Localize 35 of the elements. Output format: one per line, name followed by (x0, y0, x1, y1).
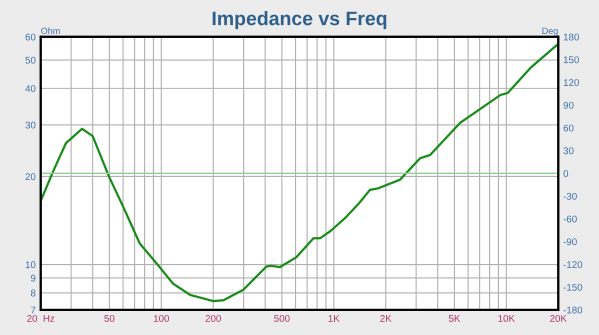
y2-tick-label: -120 (564, 261, 582, 268)
y-tick-label: 8 (30, 290, 36, 297)
y2-tick-label: 180 (564, 34, 579, 40)
y2-tick-label: 30 (564, 147, 574, 154)
x-tick-label: 10K (498, 314, 515, 322)
y-tick-label: 40 (25, 85, 36, 92)
y2-tick-label: 150 (564, 56, 579, 64)
y2-tick-label: -30 (564, 192, 577, 200)
x-tick-label: 100 (154, 314, 170, 322)
chart-title: Impedance vs Freq (212, 11, 386, 30)
x-tick-label: 50 (104, 314, 114, 322)
x-tick-label: 5K (448, 315, 460, 322)
y-tick-label: 9 (30, 274, 36, 282)
y-tick-label: 30 (25, 122, 36, 129)
y2-tick-label: 90 (564, 102, 574, 109)
y2-axis-title: Deg (542, 28, 558, 36)
x-tick-label: 2K (380, 314, 392, 322)
x-tick-label: 20K (550, 314, 567, 322)
y-tick-label: 60 (26, 34, 36, 40)
y2-tick-label: -150 (564, 284, 582, 291)
y2-tick-label: -180 (564, 306, 582, 314)
y2-tick-label: 120 (564, 79, 579, 86)
y-tick-label: 10 (26, 261, 36, 268)
x-tick-label: 500 (274, 314, 290, 322)
y-tick-label: 50 (25, 56, 36, 64)
y2-tick-label: -90 (564, 238, 577, 246)
x-tick-label: 1K (328, 315, 340, 322)
x-tick-label: 200 (206, 314, 221, 322)
y2-tick-label: 60 (564, 124, 574, 132)
x-tick-label: 20 Hz (27, 314, 54, 322)
y2-tick-label: 0 (564, 170, 568, 177)
y2-tick-label: -60 (564, 216, 577, 222)
y-tick-label: 7 (30, 306, 36, 314)
y-axis-title: Ohm (41, 27, 60, 34)
y-tick-label: 20 (26, 173, 36, 180)
